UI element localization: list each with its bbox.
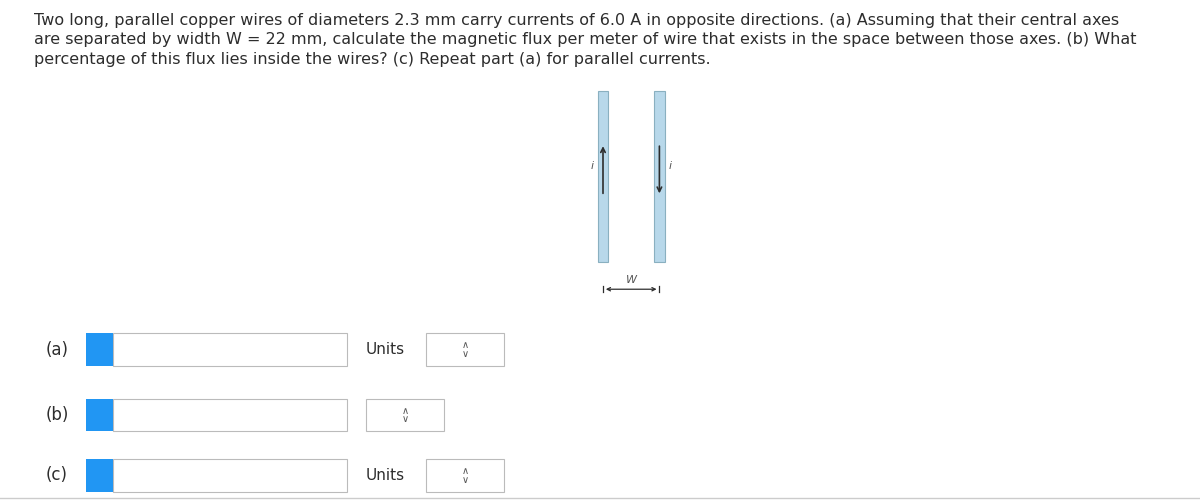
Text: (a): (a) (46, 341, 68, 359)
Bar (426, 459, 504, 491)
Bar (113, 333, 347, 366)
Bar (86, 459, 113, 491)
Text: i: i (590, 161, 593, 171)
Bar (366, 399, 444, 431)
Text: i: i (97, 468, 102, 483)
Bar (113, 459, 347, 491)
Text: ∧
∨: ∧ ∨ (462, 341, 468, 359)
Text: W: W (625, 275, 637, 285)
Bar (86, 333, 113, 366)
Bar (598, 91, 608, 262)
Text: i: i (97, 342, 102, 357)
Text: (c): (c) (46, 466, 67, 484)
Text: Units: Units (366, 468, 406, 483)
Text: Two long, parallel copper wires of diameters 2.3 mm carry currents of 6.0 A in o: Two long, parallel copper wires of diame… (34, 13, 1136, 67)
Bar (86, 399, 113, 431)
Bar (113, 399, 347, 431)
Bar (426, 333, 504, 366)
Bar (654, 91, 665, 262)
Text: (b): (b) (46, 406, 68, 424)
Text: ∧
∨: ∧ ∨ (462, 466, 468, 484)
Text: ∧
∨: ∧ ∨ (402, 406, 408, 424)
Text: i: i (97, 407, 102, 423)
Text: Units: Units (366, 342, 406, 357)
Text: i: i (670, 161, 672, 171)
